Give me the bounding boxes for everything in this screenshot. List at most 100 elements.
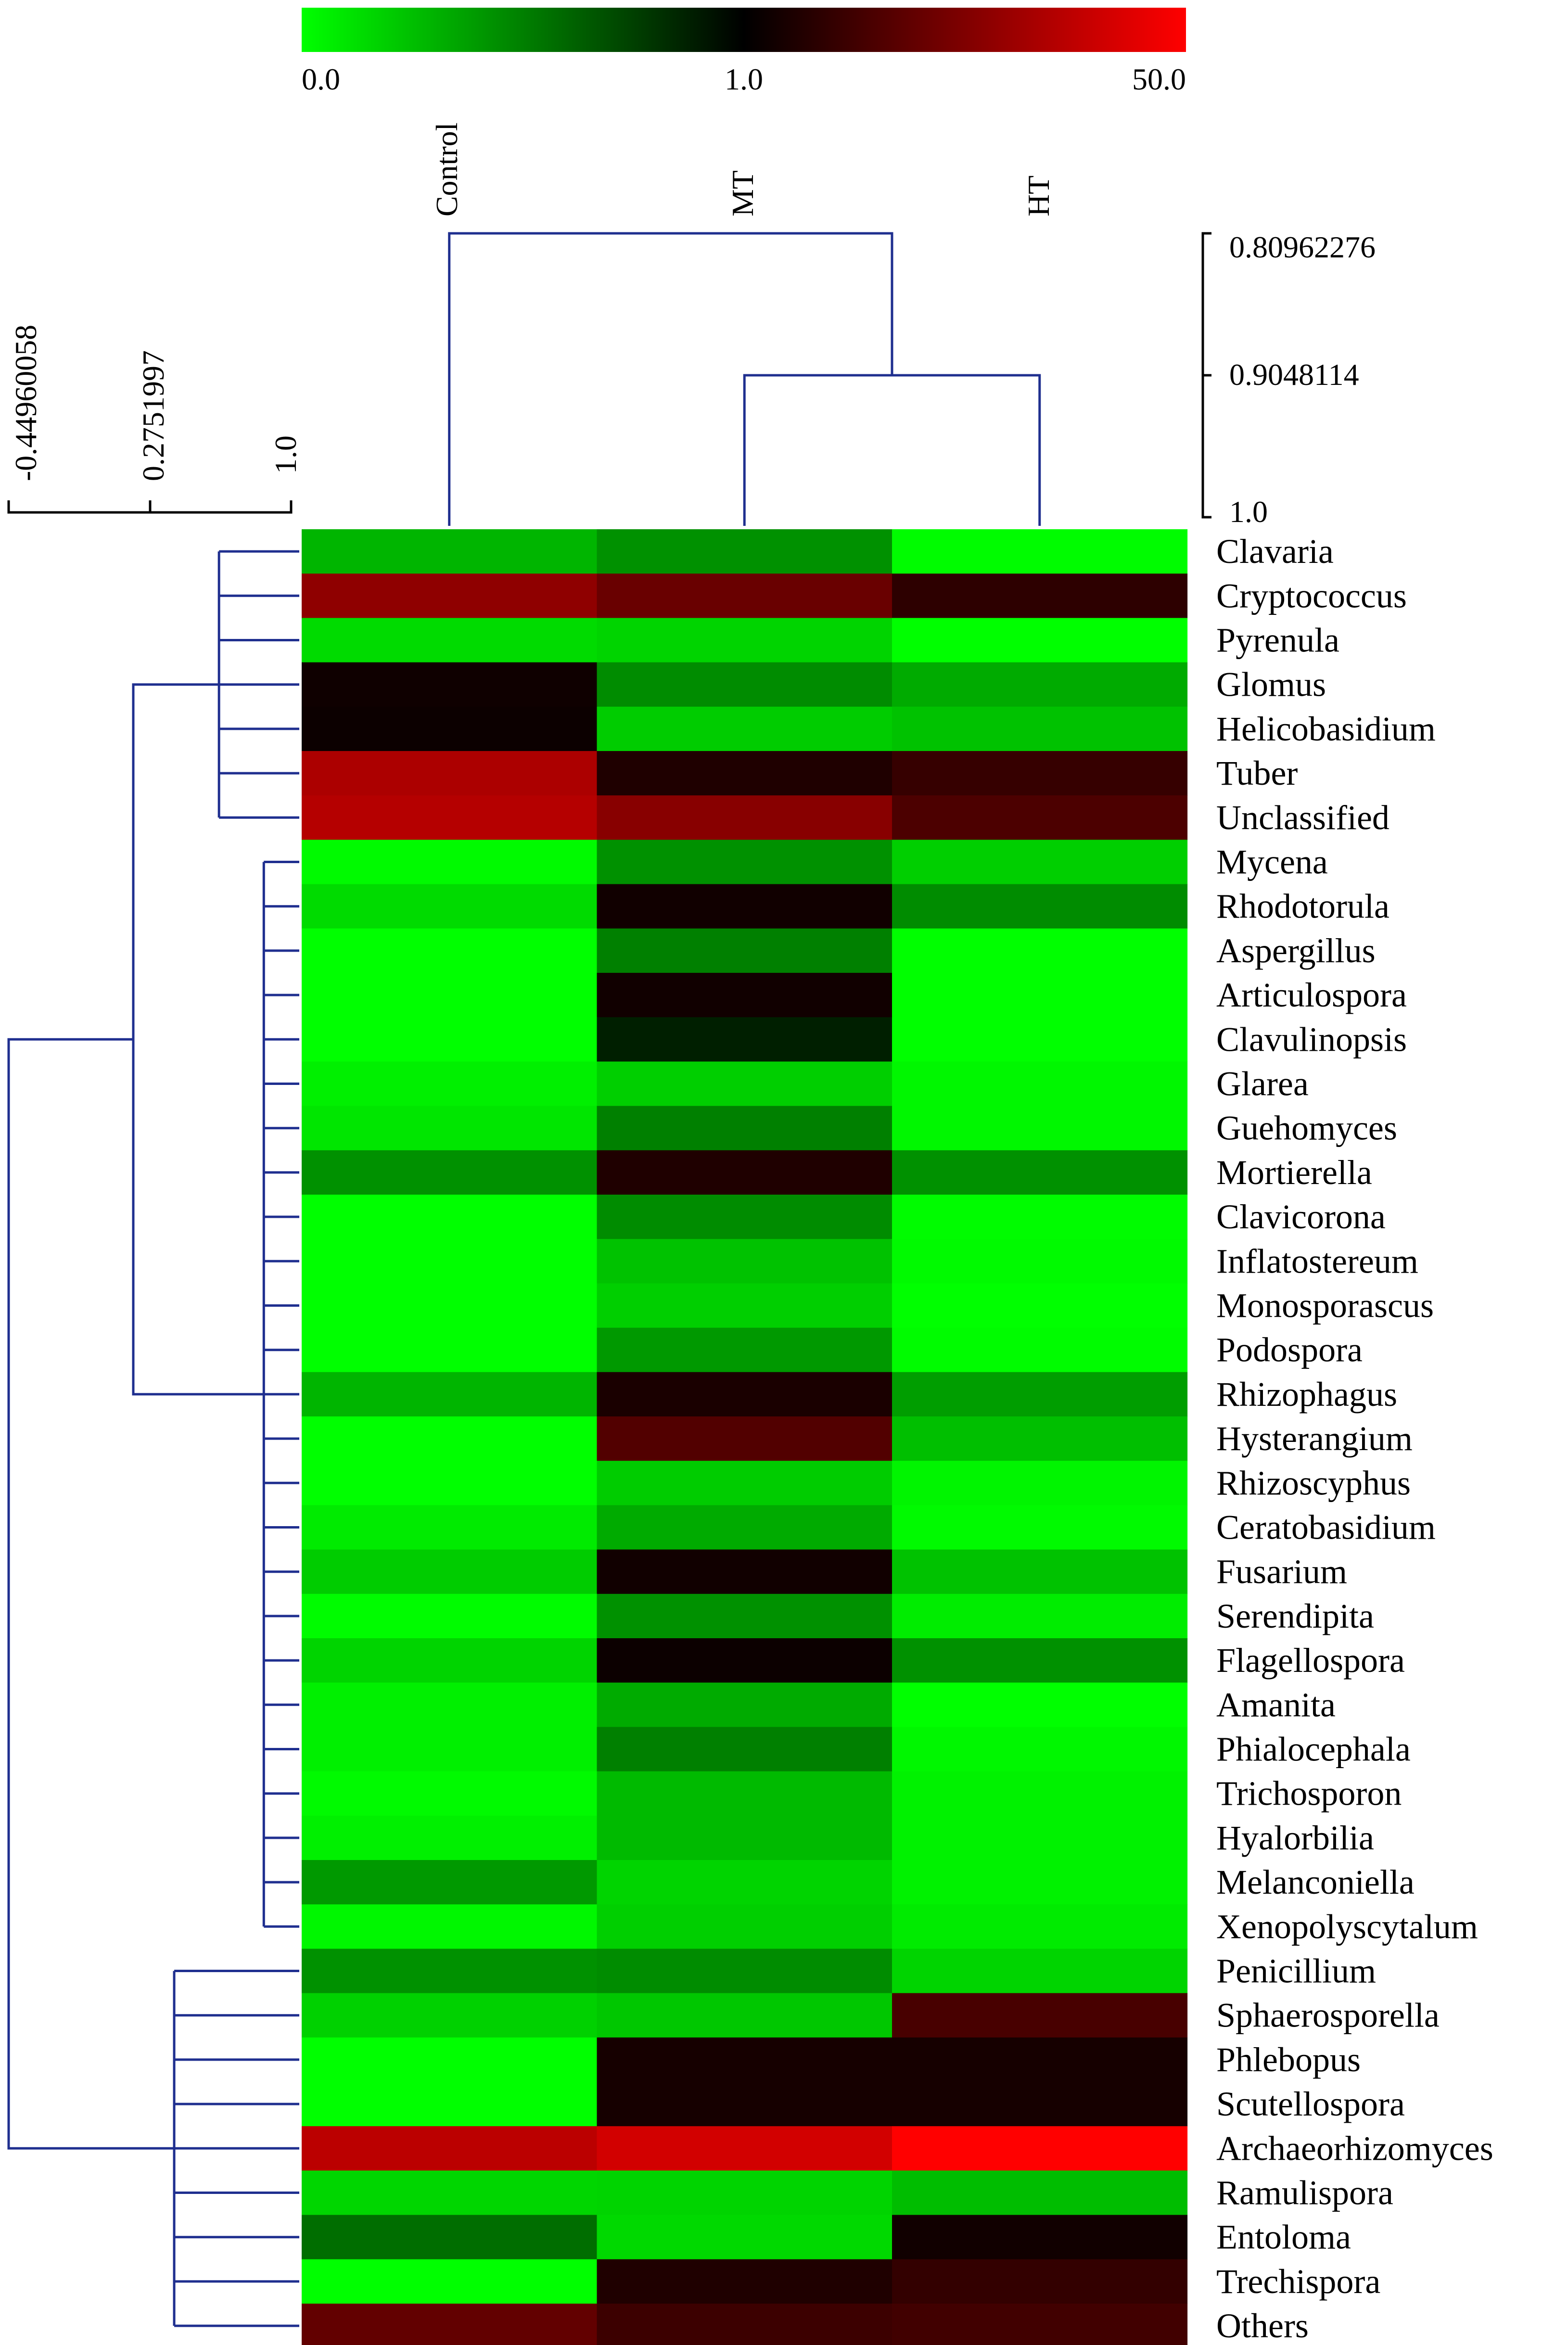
heatmap-cell (597, 2259, 892, 2304)
heatmap-cell (597, 1682, 892, 1727)
heatmap-cell (302, 2126, 598, 2171)
heatmap-cell (597, 1727, 892, 1772)
heatmap-cell (302, 1593, 598, 1639)
heatmap-cell (892, 1682, 1188, 1727)
heatmap-cell (302, 529, 598, 574)
heatmap-cell (597, 1860, 892, 1905)
heatmap-cell (302, 1106, 598, 1151)
row-label: Entoloma (1216, 2218, 1351, 2256)
column-label-control: Control (430, 122, 464, 217)
heatmap-cell (597, 2304, 892, 2345)
row-dendrogram-branch (132, 683, 264, 1396)
heatmap-cell (302, 1195, 598, 1239)
heatmap-cell (892, 2126, 1188, 2171)
heatmap-cell (597, 2082, 892, 2127)
scale-label-low: 0.0 (302, 62, 340, 96)
heatmap-cell (302, 2037, 598, 2082)
heatmap-cell (892, 1239, 1188, 1284)
heatmap-cell (302, 1061, 598, 1107)
heatmap-cell (597, 574, 892, 618)
heatmap-cell (892, 618, 1188, 663)
heatmap-cell (597, 1106, 892, 1151)
row-labels: Clavaria Cryptococcus Pyrenula Glomus Helico… (1216, 532, 1493, 2345)
heatmap-cell (597, 884, 892, 929)
heatmap-cell (892, 1150, 1188, 1195)
column-labels: Control MT HT (430, 122, 1056, 217)
heatmap-cell (892, 840, 1188, 885)
heatmap-cell (892, 1904, 1188, 1949)
row-label: Rhodotorula (1216, 887, 1390, 926)
row-label: Ramulispora (1216, 2174, 1393, 2212)
heatmap-cell (597, 2170, 892, 2216)
row-label: Amanita (1216, 1685, 1336, 1724)
heatmap-cell (597, 795, 892, 840)
heatmap-cell (302, 1283, 598, 1328)
row-label: Ceratobasidium (1216, 1508, 1436, 1547)
column-scale-label-mid: 0.9048114 (1229, 357, 1359, 392)
row-label: Scutellospora (1216, 2085, 1405, 2123)
heatmap-cell (892, 662, 1188, 707)
heatmap-cell (302, 1505, 598, 1550)
row-label: Fusarium (1216, 1553, 1347, 1591)
heatmap-cell (302, 2082, 598, 2127)
heatmap-cell (892, 928, 1188, 973)
scale-label-mid: 1.0 (725, 62, 763, 96)
heatmap-cell (892, 1771, 1188, 1816)
row-label: Xenopolyscytalum (1216, 1907, 1478, 1946)
row-label: Trichosporon (1216, 1774, 1402, 1813)
row-dendrogram-branch (262, 861, 299, 1928)
heatmap-cell (892, 1505, 1188, 1550)
heatmap-cell (892, 1017, 1188, 1062)
heatmap-cell (302, 1150, 598, 1195)
heatmap-cell (892, 1815, 1188, 1861)
heatmap-cell (597, 1017, 892, 1062)
heatmap-cell (302, 1017, 598, 1062)
heatmap-cell (892, 1327, 1188, 1373)
row-label: Cryptococcus (1216, 576, 1407, 615)
row-label: Penicillium (1216, 1952, 1376, 1990)
row-label: Melanconiella (1216, 1863, 1415, 1901)
heatmap-cell (892, 2215, 1188, 2260)
heatmap-cell (597, 1815, 892, 1861)
heatmap-cell (302, 973, 598, 1018)
heatmap-cell (302, 2304, 598, 2345)
heatmap-cell (597, 1239, 892, 1284)
heatmap-cell (302, 1239, 598, 1284)
row-label: Podospora (1216, 1331, 1363, 1369)
heatmap-cell (892, 1593, 1188, 1639)
row-label: Flagellospora (1216, 1641, 1405, 1680)
heatmap-cell (302, 1682, 598, 1727)
row-label: Pyrenula (1216, 621, 1339, 660)
heatmap-cell (892, 751, 1188, 796)
heatmap-cell (302, 1993, 598, 2038)
heatmap-cell (892, 1106, 1188, 1151)
row-label: Glomus (1216, 665, 1326, 704)
heatmap-cell (302, 1638, 598, 1683)
heatmap-cell (597, 1993, 892, 2038)
row-label: Hyalorbilia (1216, 1819, 1374, 1857)
heatmap-cell (597, 751, 892, 796)
column-scale-label-top: 0.80962276 (1229, 230, 1376, 264)
row-label: Inflatostereum (1216, 1242, 1418, 1280)
heatmap-cell (597, 1949, 892, 1994)
heatmap-cell (892, 1372, 1188, 1417)
column-label-ht: HT (1021, 176, 1056, 217)
heatmap-cell (302, 1815, 598, 1861)
heatmap-cell (597, 1061, 892, 1107)
row-dendrogram (7, 550, 299, 2327)
row-label: Rhizophagus (1216, 1375, 1397, 1414)
heatmap-cell (597, 1195, 892, 1239)
heatmap-cell (597, 1904, 892, 1949)
heatmap-cell (892, 1638, 1188, 1683)
heatmap-cell (892, 1949, 1188, 1994)
column-dendrogram-branch (743, 374, 1041, 526)
heatmap-cell (302, 1727, 598, 1772)
heatmap-cell (302, 1549, 598, 1594)
heatmap-cell (302, 662, 598, 707)
heatmap-cell (597, 1327, 892, 1373)
heatmap-cell (302, 1416, 598, 1461)
row-label: Serendipita (1216, 1597, 1374, 1635)
heatmap-cell (892, 1549, 1188, 1594)
row-label: Unclassified (1216, 798, 1390, 837)
heatmap-cell (892, 973, 1188, 1018)
